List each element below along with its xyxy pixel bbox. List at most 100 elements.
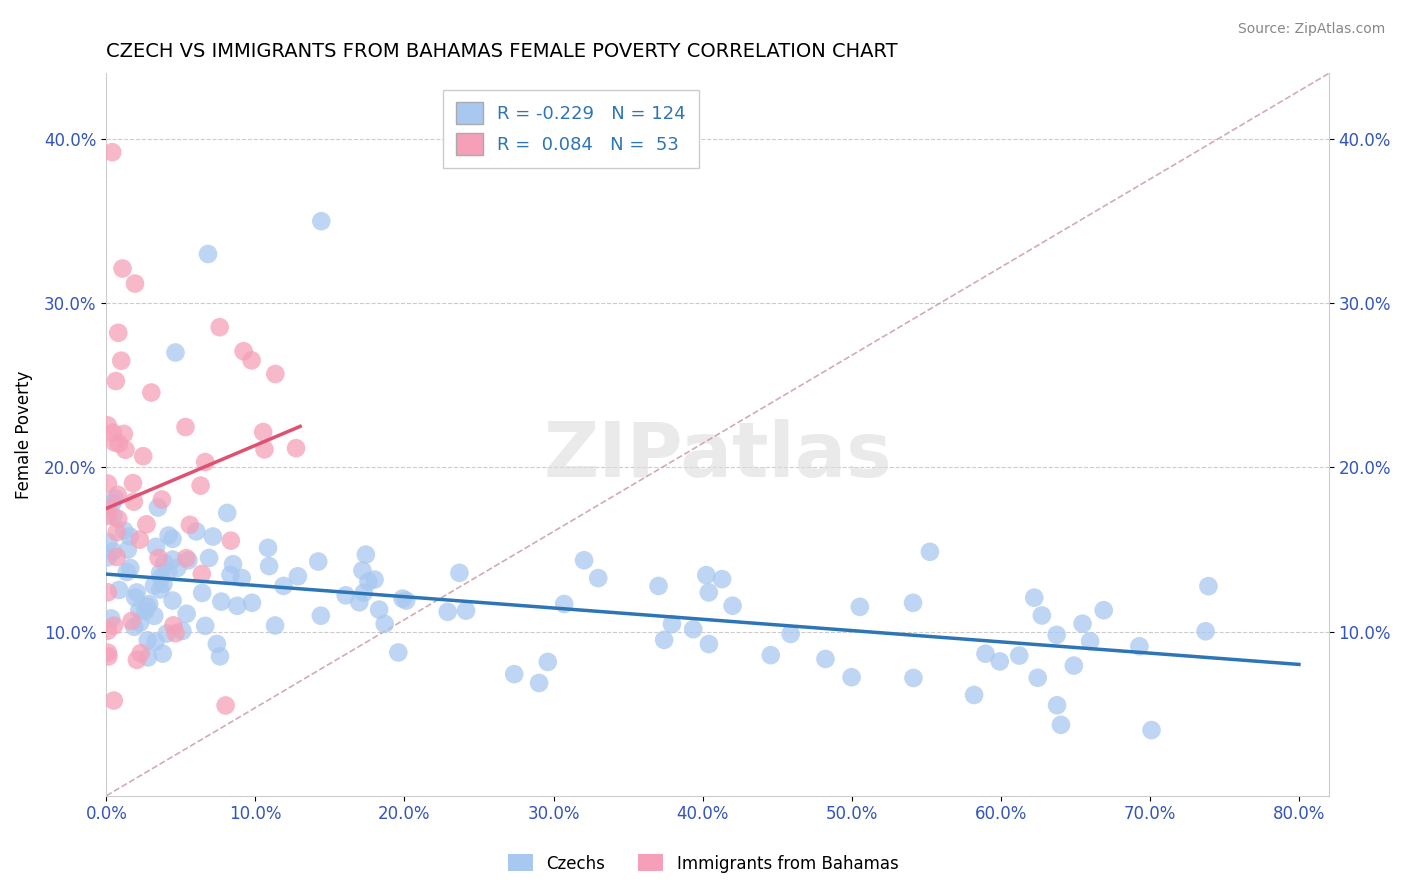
Point	[153, 556, 176, 570]
Point	[129, 615, 152, 630]
Point	[103, 509, 125, 524]
Point	[711, 572, 734, 586]
Point	[1092, 603, 1115, 617]
Point	[105, 525, 128, 540]
Point	[143, 579, 166, 593]
Point	[129, 646, 152, 660]
Point	[162, 532, 184, 546]
Point	[217, 506, 239, 520]
Point	[132, 449, 155, 463]
Point	[152, 577, 174, 591]
Point	[264, 618, 287, 632]
Point	[141, 385, 163, 400]
Point	[209, 594, 232, 608]
Point	[112, 524, 135, 538]
Point	[97, 649, 120, 664]
Point	[231, 571, 253, 585]
Point	[586, 571, 609, 585]
Point	[257, 559, 280, 574]
Point	[647, 579, 669, 593]
Point	[1063, 658, 1085, 673]
Point	[553, 597, 575, 611]
Point	[374, 616, 396, 631]
Point	[165, 345, 187, 359]
Point	[146, 500, 169, 515]
Point	[779, 627, 801, 641]
Point	[103, 618, 125, 632]
Point	[285, 441, 308, 455]
Y-axis label: Female Poverty: Female Poverty	[15, 370, 32, 499]
Point	[110, 353, 132, 368]
Text: ZIPatlas: ZIPatlas	[543, 419, 891, 493]
Point	[174, 551, 197, 566]
Point	[134, 604, 156, 618]
Point	[105, 549, 128, 564]
Point	[125, 585, 148, 599]
Point	[118, 529, 141, 543]
Point	[198, 551, 221, 566]
Point	[97, 508, 120, 523]
Point	[104, 491, 127, 506]
Point	[111, 261, 134, 276]
Point	[352, 564, 374, 578]
Point	[124, 620, 146, 634]
Point	[219, 568, 242, 582]
Point	[208, 649, 231, 664]
Point	[537, 655, 560, 669]
Point	[901, 596, 924, 610]
Point	[1071, 616, 1094, 631]
Point	[177, 553, 200, 567]
Point	[349, 595, 371, 609]
Point	[222, 558, 245, 572]
Point	[124, 591, 146, 605]
Point	[114, 442, 136, 457]
Point	[124, 277, 146, 291]
Point	[849, 599, 872, 614]
Point	[149, 566, 172, 580]
Point	[97, 646, 120, 660]
Point	[103, 693, 125, 707]
Point	[103, 435, 125, 450]
Point	[122, 476, 145, 491]
Point	[100, 611, 122, 625]
Point	[395, 593, 418, 607]
Point	[122, 494, 145, 508]
Point	[219, 533, 242, 548]
Point	[143, 608, 166, 623]
Point	[1031, 608, 1053, 623]
Point	[697, 637, 720, 651]
Legend: Czechs, Immigrants from Bahamas: Czechs, Immigrants from Bahamas	[501, 847, 905, 880]
Point	[165, 626, 187, 640]
Point	[136, 650, 159, 665]
Point	[814, 652, 837, 666]
Point	[112, 426, 135, 441]
Point	[1026, 671, 1049, 685]
Point	[101, 544, 124, 558]
Point	[307, 555, 329, 569]
Point	[191, 586, 214, 600]
Point	[1046, 628, 1069, 642]
Point	[162, 552, 184, 566]
Point	[264, 367, 287, 381]
Point	[150, 571, 173, 585]
Point	[841, 670, 863, 684]
Point	[162, 618, 184, 632]
Point	[759, 648, 782, 663]
Point	[157, 528, 180, 542]
Point	[1008, 648, 1031, 663]
Point	[145, 540, 167, 554]
Point	[97, 624, 120, 638]
Point	[201, 530, 224, 544]
Point	[368, 602, 391, 616]
Point	[205, 637, 228, 651]
Point	[1128, 640, 1150, 654]
Point	[138, 597, 160, 611]
Point	[128, 603, 150, 617]
Point	[363, 573, 385, 587]
Point	[721, 599, 744, 613]
Point	[287, 569, 309, 583]
Point	[190, 478, 212, 492]
Point	[101, 145, 124, 160]
Point	[1078, 634, 1101, 648]
Point	[963, 688, 986, 702]
